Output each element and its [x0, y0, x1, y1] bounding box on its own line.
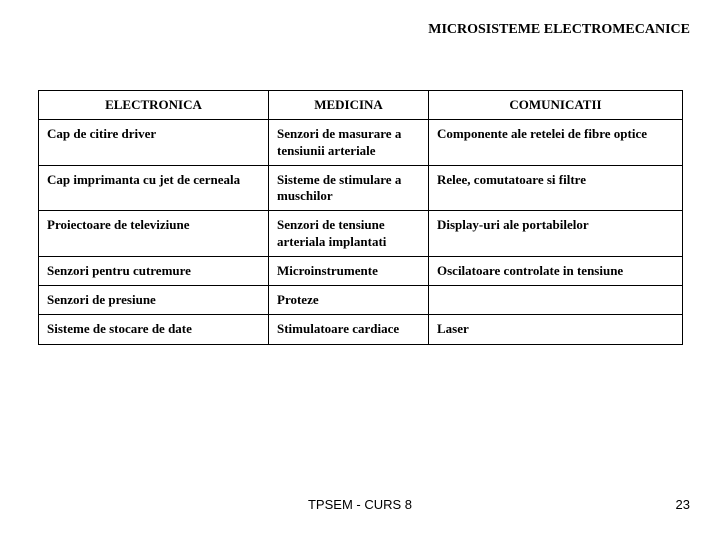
cell	[429, 286, 683, 315]
col-header-medicina: MEDICINA	[269, 91, 429, 120]
footer-course: TPSEM - CURS 8	[308, 497, 412, 512]
table-row: Senzori de presiune Proteze	[39, 286, 683, 315]
cell: Componente ale retelei de fibre optice	[429, 120, 683, 166]
cell: Stimulatoare cardiace	[269, 315, 429, 344]
cell: Cap de citire driver	[39, 120, 269, 166]
cell: Proteze	[269, 286, 429, 315]
page-title: MICROSISTEME ELECTROMECANICE	[428, 22, 690, 38]
cell: Laser	[429, 315, 683, 344]
cell: Relee, comutatoare si filtre	[429, 165, 683, 211]
table-row: Proiectoare de televiziune Senzori de te…	[39, 211, 683, 257]
table-row: Sisteme de stocare de date Stimulatoare …	[39, 315, 683, 344]
table: ELECTRONICA MEDICINA COMUNICATII Cap de …	[38, 90, 683, 345]
cell: Cap imprimanta cu jet de cerneala	[39, 165, 269, 211]
cell: Microinstrumente	[269, 256, 429, 285]
table-row: Senzori pentru cutremure Microinstrument…	[39, 256, 683, 285]
applications-table: ELECTRONICA MEDICINA COMUNICATII Cap de …	[38, 90, 682, 345]
cell: Oscilatoare controlate in tensiune	[429, 256, 683, 285]
cell: Senzori de masurare a tensiunii arterial…	[269, 120, 429, 166]
cell: Senzori pentru cutremure	[39, 256, 269, 285]
cell: Proiectoare de televiziune	[39, 211, 269, 257]
cell: Senzori de presiune	[39, 286, 269, 315]
footer-page-number: 23	[676, 497, 690, 512]
cell: Sisteme de stocare de date	[39, 315, 269, 344]
cell: Senzori de tensiune arteriala implantati	[269, 211, 429, 257]
table-row: Cap de citire driver Senzori de masurare…	[39, 120, 683, 166]
table-header-row: ELECTRONICA MEDICINA COMUNICATII	[39, 91, 683, 120]
col-header-electronica: ELECTRONICA	[39, 91, 269, 120]
col-header-comunicatii: COMUNICATII	[429, 91, 683, 120]
cell: Display-uri ale portabilelor	[429, 211, 683, 257]
table-row: Cap imprimanta cu jet de cerneala Sistem…	[39, 165, 683, 211]
cell: Sisteme de stimulare a muschilor	[269, 165, 429, 211]
